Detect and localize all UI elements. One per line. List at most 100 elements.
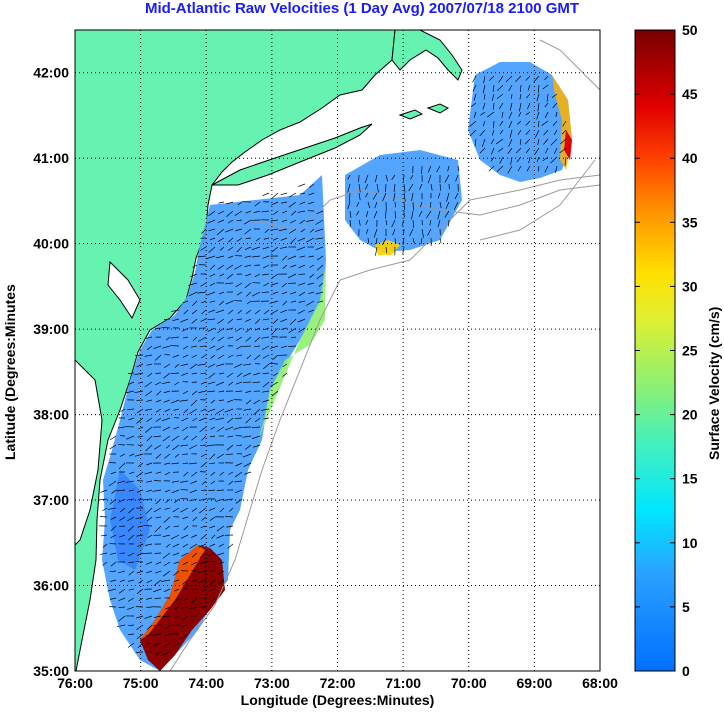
velocity-arrow — [144, 471, 153, 475]
velocity-arrow — [137, 642, 144, 649]
velocity-arrow — [273, 210, 279, 215]
velocity-arrow — [188, 462, 198, 465]
velocity-arrow — [394, 210, 397, 219]
velocity-arrow — [182, 327, 189, 332]
velocity-arrow — [262, 246, 270, 250]
velocity-arrow — [163, 399, 171, 403]
velocity-arrow — [544, 75, 549, 80]
velocity-arrow — [495, 138, 504, 145]
velocity-arrow — [197, 570, 207, 573]
velocity-arrow — [215, 417, 225, 421]
velocity-arrow — [555, 111, 558, 118]
velocity-arrow — [192, 417, 198, 422]
velocity-arrow — [162, 651, 171, 656]
velocity-arrow — [227, 336, 234, 339]
velocity-arrow — [473, 111, 477, 118]
velocity-arrow — [358, 219, 361, 226]
velocity-arrow — [138, 597, 144, 602]
velocity-arrow — [262, 318, 270, 321]
velocity-arrow — [155, 651, 162, 656]
velocity-arrow — [528, 156, 531, 164]
velocity-arrow — [518, 111, 522, 117]
velocity-arrow — [209, 264, 216, 270]
velocity-arrow — [297, 237, 306, 242]
velocity-arrow — [382, 192, 387, 202]
velocity-arrow — [391, 219, 396, 228]
velocity-arrow — [542, 156, 549, 162]
velocity-region-south — [102, 175, 326, 671]
velocity-arrow — [307, 282, 315, 285]
colorbar-tick-label: 15 — [682, 471, 698, 487]
velocity-arrow — [261, 390, 270, 393]
velocity-arrow — [210, 471, 216, 476]
velocity-arrow — [209, 300, 216, 303]
velocity-arrow — [137, 498, 144, 501]
velocity-arrow — [269, 363, 279, 365]
velocity-arrow — [227, 543, 234, 549]
velocity-arrow — [128, 507, 135, 514]
velocity-arrow — [192, 336, 198, 342]
velocity-arrow — [234, 363, 243, 368]
velocity-arrow — [287, 345, 297, 347]
velocity-arrow — [224, 408, 234, 413]
velocity-arrow — [365, 210, 369, 217]
velocity-arrow — [315, 246, 324, 251]
velocity-arrow — [171, 462, 180, 465]
velocity-arrow — [298, 264, 306, 269]
velocity-arrow — [164, 408, 171, 412]
velocity-arrow — [174, 498, 180, 504]
velocity-arrow — [308, 192, 315, 196]
velocity-arrow — [537, 102, 540, 112]
velocity-arrow — [216, 363, 225, 367]
velocity-arrow — [110, 579, 117, 582]
velocity-arrow — [143, 525, 153, 527]
velocity-arrow — [190, 399, 198, 406]
velocity-arrow — [393, 183, 396, 193]
velocity-arrow — [165, 543, 171, 548]
y-tick-label: 35:00 — [33, 663, 69, 679]
velocity-arrow — [182, 354, 189, 358]
velocity-arrow — [164, 507, 171, 510]
velocity-arrow — [219, 273, 225, 277]
velocity-arrow — [498, 147, 504, 152]
velocity-arrow — [183, 309, 189, 315]
velocity-arrow — [163, 318, 171, 320]
velocity-arrow — [219, 372, 225, 375]
velocity-arrow — [182, 561, 189, 565]
velocity-arrow — [444, 210, 450, 218]
velocity-arrow — [496, 165, 504, 172]
velocity-arrow — [515, 75, 522, 82]
velocity-arrow — [136, 534, 144, 537]
velocity-arrow — [118, 444, 126, 446]
velocity-arrow — [125, 480, 135, 483]
velocity-arrow — [559, 147, 567, 154]
velocity-arrow — [439, 201, 442, 209]
velocity-arrow — [153, 345, 162, 350]
velocity-arrow — [144, 354, 153, 357]
velocity-arrow — [145, 633, 153, 637]
velocity-arrow — [109, 570, 117, 573]
velocity-arrow — [519, 138, 522, 145]
velocity-arrow — [227, 237, 234, 243]
velocity-arrow — [481, 138, 486, 148]
velocity-arrow — [263, 363, 270, 370]
velocity-arrow — [281, 210, 288, 214]
velocity-arrow — [544, 111, 549, 119]
velocity-arrow — [145, 507, 153, 515]
velocity-arrow — [152, 624, 162, 626]
velocity-arrow — [308, 291, 315, 295]
velocity-arrow — [491, 129, 495, 136]
velocity-arrow — [235, 462, 243, 467]
velocity-arrow — [315, 219, 324, 225]
velocity-arrow — [411, 210, 414, 220]
velocity-arrow — [403, 174, 405, 182]
velocity-arrow — [198, 390, 207, 394]
velocity-arrow — [180, 534, 189, 539]
velocity-arrow — [129, 489, 135, 492]
velocity-arrow — [509, 102, 513, 111]
velocity-arrow — [262, 273, 270, 276]
velocity-arrow — [287, 273, 297, 279]
velocity-arrow — [261, 408, 270, 411]
velocity-arrow — [263, 417, 270, 420]
velocity-arrow — [226, 201, 234, 205]
